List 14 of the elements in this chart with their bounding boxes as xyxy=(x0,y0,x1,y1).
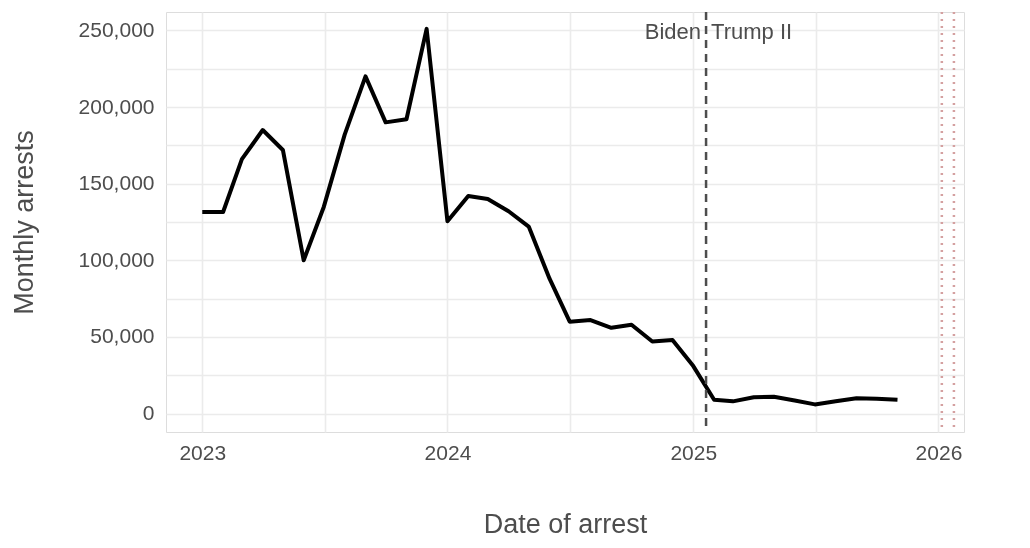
y-tick-label: 50,000 xyxy=(90,324,155,348)
x-tick-label: 2023 xyxy=(179,440,227,464)
y-tick-label: 250,000 xyxy=(78,17,155,41)
y-axis-title: Monthly arrests xyxy=(8,130,39,315)
y-tick-label: 100,000 xyxy=(78,247,155,271)
annotation: Trump II xyxy=(711,19,793,44)
y-tick-label: 200,000 xyxy=(78,94,155,118)
y-tick-label: 0 xyxy=(142,401,155,425)
annotation: Biden xyxy=(644,19,702,44)
x-tick-label: 2025 xyxy=(670,440,718,464)
y-tick-label: 150,000 xyxy=(78,171,155,195)
x-axis-title: Date of arrest xyxy=(483,508,648,539)
x-tick-label: 2024 xyxy=(424,440,472,464)
x-tick-label: 2026 xyxy=(915,440,963,464)
